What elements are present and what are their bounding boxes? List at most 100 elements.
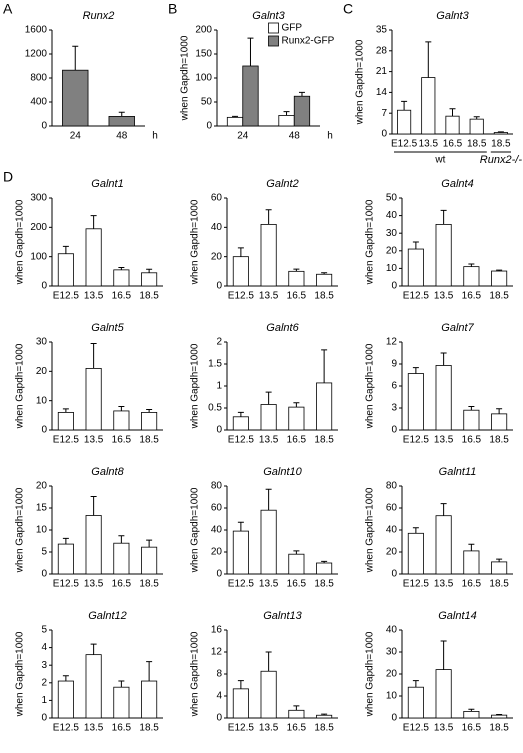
y-tick-label: 9 [391, 359, 397, 370]
x-tick-label: E12.5 [53, 291, 80, 302]
x-tick-label: E12.5 [391, 139, 418, 150]
bar [293, 95, 311, 127]
y-tick-label: 4 [41, 642, 47, 653]
x-tick-label: 16.5 [112, 291, 132, 302]
bar [407, 532, 424, 575]
bar [260, 509, 277, 575]
error-bar [496, 269, 503, 272]
y-tick-label: 1 [216, 381, 222, 392]
y-tick-label: 28 [376, 45, 388, 56]
error-bar [293, 550, 300, 555]
y-axis-label: when Gapdh=1000 [190, 343, 201, 429]
y-tick-label: 10 [386, 691, 398, 702]
error-bar [118, 680, 125, 688]
bar [57, 680, 74, 719]
x-tick-label: 16.5 [112, 723, 132, 734]
chart-title: Galnt4 [441, 178, 473, 190]
x-tick-label: 16.5 [443, 139, 463, 150]
bar [85, 515, 102, 575]
error-bar [265, 488, 272, 511]
y-tick-label: 1200 [25, 49, 48, 60]
x-tick-label: 48 [289, 131, 301, 142]
x-tick-label: 16.5 [287, 291, 307, 302]
error-bar [118, 406, 125, 411]
bar [288, 553, 305, 575]
y-tick-label: 60 [211, 193, 223, 204]
y-tick-label: 2 [41, 677, 47, 688]
y-tick-label: 40 [386, 210, 398, 221]
bar [85, 228, 102, 287]
y-tick-label: 0 [391, 569, 397, 580]
bar [407, 686, 424, 719]
bar [288, 270, 305, 287]
bar [288, 406, 305, 431]
bar [445, 115, 460, 135]
y-tick-label: 80 [386, 481, 398, 492]
y-tick-label: 30 [386, 647, 398, 658]
x-tick-label: 16.5 [112, 435, 132, 446]
x-tick-label: 18.5 [467, 139, 487, 150]
bar [141, 272, 158, 287]
x-tick-label: 13.5 [259, 291, 279, 302]
y-tick-label: 0 [216, 713, 222, 724]
chart-title: Galnt13 [263, 610, 302, 622]
y-tick-label: 12 [386, 337, 398, 348]
error-bar [440, 352, 447, 366]
error-bar [265, 651, 272, 672]
x-tick-label: 24 [70, 131, 82, 142]
bar [260, 670, 277, 719]
bar [493, 132, 508, 135]
y-tick-label: 800 [30, 73, 47, 84]
bar [421, 77, 436, 135]
error-bar [468, 543, 475, 551]
error-bar [412, 680, 419, 688]
bar [463, 550, 480, 575]
chart-title: Runx2 [83, 10, 115, 22]
bar [435, 223, 452, 287]
x-tick-label: 13.5 [84, 435, 104, 446]
chart-title: Galnt10 [263, 466, 302, 478]
bar [463, 266, 480, 287]
y-tick-label: 4 [216, 691, 222, 702]
y-tick-label: 10 [36, 395, 48, 406]
x-axis-label: h [327, 131, 333, 142]
x-tick-label: 13.5 [434, 435, 454, 446]
chart-title: Galnt14 [438, 610, 477, 622]
bar [491, 270, 508, 287]
y-tick-label: 40 [386, 625, 398, 636]
bar [435, 365, 452, 431]
bar [85, 367, 102, 431]
y-tick-label: 20 [211, 251, 223, 262]
error-bar [321, 272, 328, 275]
x-tick-label: 16.5 [462, 579, 482, 590]
y-tick-label: 100 [30, 251, 47, 262]
x-tick-label: 18.5 [489, 723, 509, 734]
error-bar [473, 116, 480, 120]
x-tick-label: E12.5 [53, 579, 80, 590]
x-tick-label: 18.5 [139, 579, 159, 590]
error-bar [72, 45, 79, 71]
y-tick-label: 10 [36, 525, 48, 536]
error-bar [90, 496, 97, 516]
y-axis-label: when Gapdh=1000 [15, 487, 26, 573]
x-tick-label: 16.5 [287, 579, 307, 590]
bar [141, 546, 158, 575]
panel-label: D [3, 169, 13, 185]
y-axis-label: when Gapdh=1000 [15, 631, 26, 717]
x-tick-label: 18.5 [489, 435, 509, 446]
bar [141, 680, 158, 719]
y-axis-label: when Gapdh=1000 [190, 631, 201, 717]
bar [113, 542, 130, 575]
y-tick-label: 2 [216, 337, 222, 348]
legend-swatch [268, 35, 279, 47]
error-bar [293, 268, 300, 272]
bar [491, 413, 508, 431]
error-bar [298, 91, 305, 97]
bar [113, 410, 130, 431]
y-tick-label: 20 [386, 669, 398, 680]
bar [57, 411, 74, 431]
y-tick-label: 0 [391, 281, 397, 292]
chart-title: Galnt3 [436, 10, 469, 22]
y-tick-label: 0 [206, 121, 212, 132]
